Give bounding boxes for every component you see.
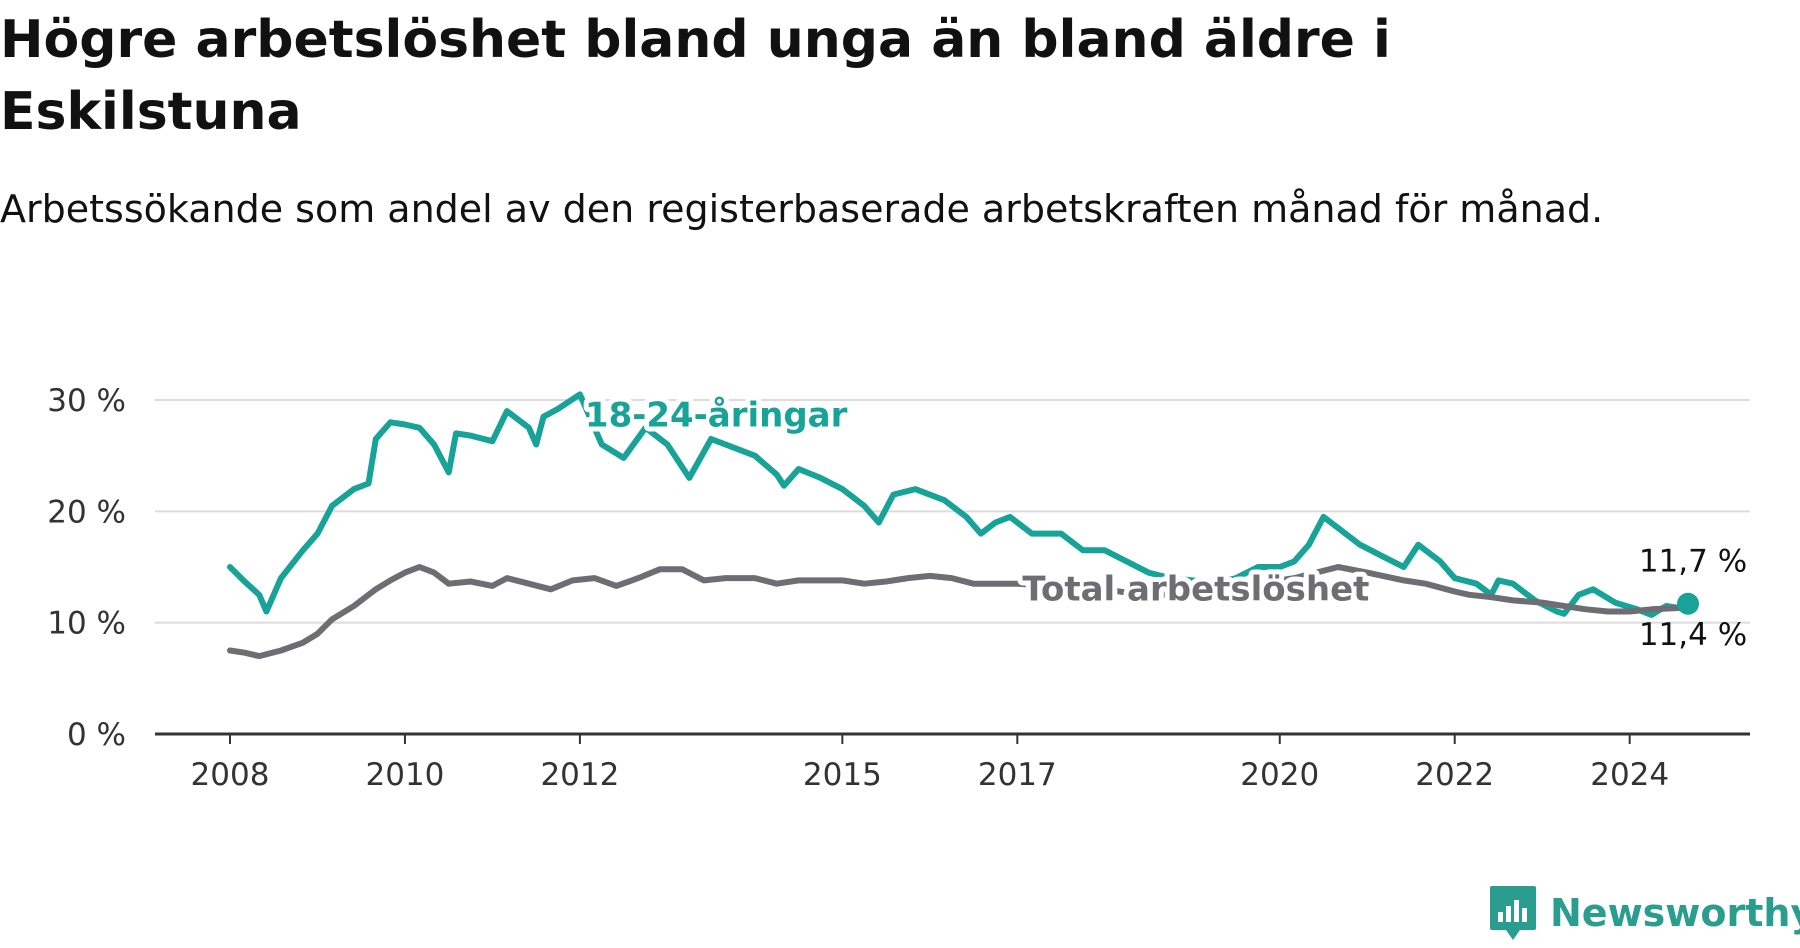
- gridlines: [155, 399, 1750, 624]
- y-tick-label: 30 %: [47, 383, 126, 419]
- newsworthy-logo-icon: [1490, 886, 1536, 940]
- x-tick-label: 2017: [978, 757, 1057, 793]
- x-tick-label: 2024: [1590, 757, 1669, 793]
- brand-name: Newsworthy: [1550, 891, 1800, 935]
- series-line-youth: [227, 391, 1691, 618]
- chart-subtitle: Arbetssökande som andel av den registerb…: [0, 187, 1604, 231]
- x-tick-label: 2015: [803, 757, 882, 793]
- chart-title: Högre arbetslöshet bland unga än bland ä…: [0, 10, 1391, 142]
- series-label-total: Total arbetslöshet: [1022, 569, 1369, 609]
- end-label-total: 11,4 %: [1639, 617, 1747, 653]
- series-line-total: [227, 564, 1691, 660]
- y-tick-label: 0 %: [67, 717, 126, 753]
- y-tick-label: 10 %: [47, 606, 126, 642]
- y-tick-label: 20 %: [47, 494, 126, 530]
- series-lines: [227, 391, 1699, 660]
- x-tick-label: 2008: [191, 757, 270, 793]
- x-tick-label: 2022: [1415, 757, 1494, 793]
- x-tick-label: 2010: [366, 757, 445, 793]
- endpoint-marker: [1677, 592, 1699, 615]
- end-label-youth: 11,7 %: [1639, 543, 1747, 579]
- axes: 0 % 10 % 20 % 30 % 2008 2010 2012 2015 2017 2020 2…: [47, 383, 1750, 793]
- x-tick-label: 2012: [540, 757, 619, 793]
- brand: Newsworthy: [1488, 884, 1800, 942]
- series-labels: 18-24-åringar Total arbetslöshet 11,7 % 11,…: [580, 391, 1747, 653]
- x-tick-label: 2020: [1240, 757, 1319, 793]
- series-label-youth: 18-24-åringar: [585, 396, 848, 436]
